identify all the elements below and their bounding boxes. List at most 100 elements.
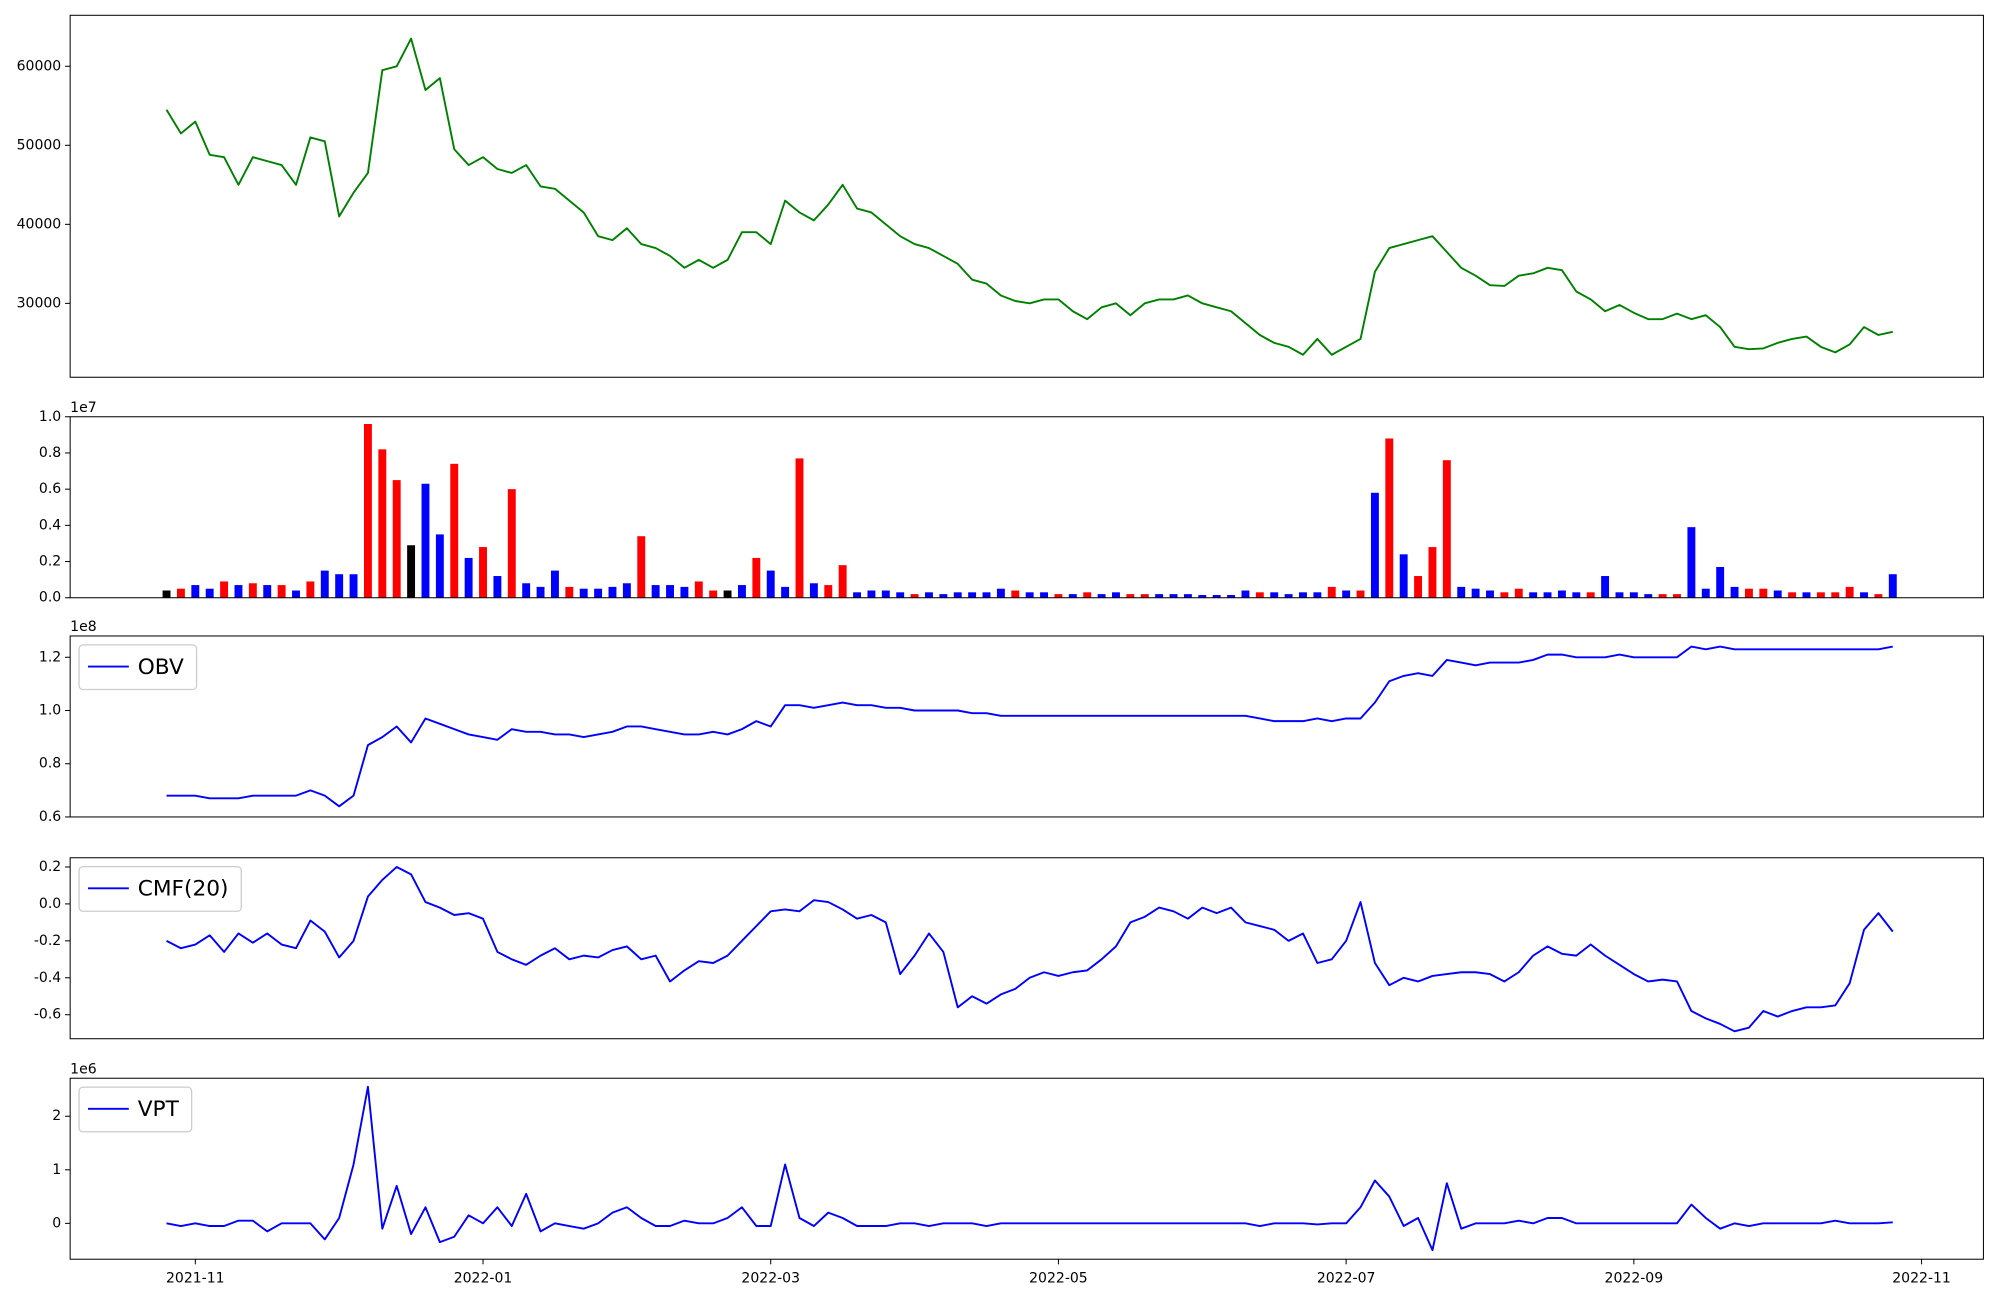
volume-bar [1557,590,1566,598]
volume-bar [1356,590,1365,598]
volume-bar [939,594,948,598]
series-line [166,645,1893,808]
volume-bar [363,424,372,598]
volume-bar [1687,527,1696,598]
y-tick-label: 40000 [17,216,62,232]
plot-frame [69,416,1984,599]
volume-bar [953,592,962,598]
volume-bar [766,570,775,598]
volume-bar [680,586,689,598]
volume-bar [479,547,487,598]
axis-offset-label: 1e6 [70,1061,97,1077]
volume-bar [622,583,631,598]
volume-bar [968,592,977,598]
volume-bar [1701,588,1710,598]
volume-bar [565,586,574,598]
volume-bar [378,449,387,598]
y-tick-label: 0.2 [39,859,61,875]
volume-bar [637,536,646,598]
volume-bar [1486,590,1494,598]
y-tick-label: 1.0 [39,703,61,719]
volume-bar [1270,592,1279,598]
volume-bar [1802,592,1811,598]
legend: CMF(20) [78,866,242,912]
volume-bar [1457,586,1466,598]
volume-bar [464,557,473,598]
x-tick-label: 2022-01 [454,1270,513,1286]
volume-bar [1385,438,1394,598]
plot-frame [69,14,1984,378]
x-tick-label: 2022-07 [1317,1270,1376,1286]
legend-box [78,644,198,691]
y-tick-label: 1 [52,1162,61,1178]
volume-bar [248,583,257,598]
y-tick-label: 50000 [17,137,62,153]
volume-bar [1342,590,1351,598]
y-tick-label: 0.8 [39,756,61,772]
volume-bar [1414,576,1423,598]
volume-bar [1860,592,1868,598]
volume-bar [1601,576,1610,598]
volume-bar [1212,595,1221,598]
volume-bar [1299,592,1307,598]
volume-bar [550,570,559,598]
y-tick-label: 0.4 [39,517,61,533]
volume-bar [809,583,818,598]
y-tick-label: -0.4 [34,970,61,986]
volume-bar [1327,586,1336,598]
y-tick-label: 0.2 [39,554,61,570]
volume-bar [1673,594,1681,598]
y-tick-label: 1.0 [39,409,61,425]
axis-offset-label: 1e8 [70,619,96,635]
axis-offset-label: 1e7 [70,400,96,416]
volume-bar [1816,592,1825,598]
volume-bar [1529,592,1538,598]
volume-bar [694,581,703,598]
volume-bar [392,480,401,598]
volume-bar [1370,492,1379,598]
y-tick-label: -0.2 [34,933,61,949]
volume-bar [1140,594,1149,598]
y-tick-label: 1.2 [39,649,61,665]
y-tick-label: 0.0 [39,590,61,606]
volume-bar [205,588,214,598]
volume-bar [1054,594,1063,598]
volume-bar [176,588,185,598]
volume-bar [910,594,919,598]
volume-bar [982,592,991,598]
volume-bar [1126,594,1135,598]
volume-bar [651,585,660,598]
volume-bar [1068,594,1077,598]
volume-bar [666,585,674,598]
volume-bar [421,483,430,598]
volume-bar [752,557,761,598]
volume-bar [925,592,933,598]
volume-bar [1112,592,1120,598]
volume-bar [1514,588,1523,598]
volume-bar [407,545,416,598]
volume-bar [594,588,603,598]
plot-frame [69,635,1984,818]
legend-label: VPT [138,1097,180,1122]
volume-bar [1888,574,1897,598]
volume-bar [277,585,286,598]
volume-bar [1730,586,1739,598]
x-tick-label: 2022-05 [1029,1270,1088,1286]
volume-bar [1744,588,1753,598]
volume-bar [709,590,718,598]
legend: VPT [78,1086,193,1133]
volume-bar [608,586,617,598]
volume-bar [1543,592,1552,598]
volume-bar [1284,594,1293,598]
volume-bar [234,585,243,598]
volume-bar [1083,592,1092,598]
volume-bar [1572,592,1581,598]
legend-label: CMF(20) [138,877,229,902]
volume-bar [349,574,358,598]
y-tick-label: 0.0 [39,896,61,912]
y-tick-label: 0.6 [39,809,61,825]
volume-bar [1399,554,1408,598]
volume-bar [1831,592,1840,598]
x-tick-label: 2022-03 [741,1270,800,1286]
